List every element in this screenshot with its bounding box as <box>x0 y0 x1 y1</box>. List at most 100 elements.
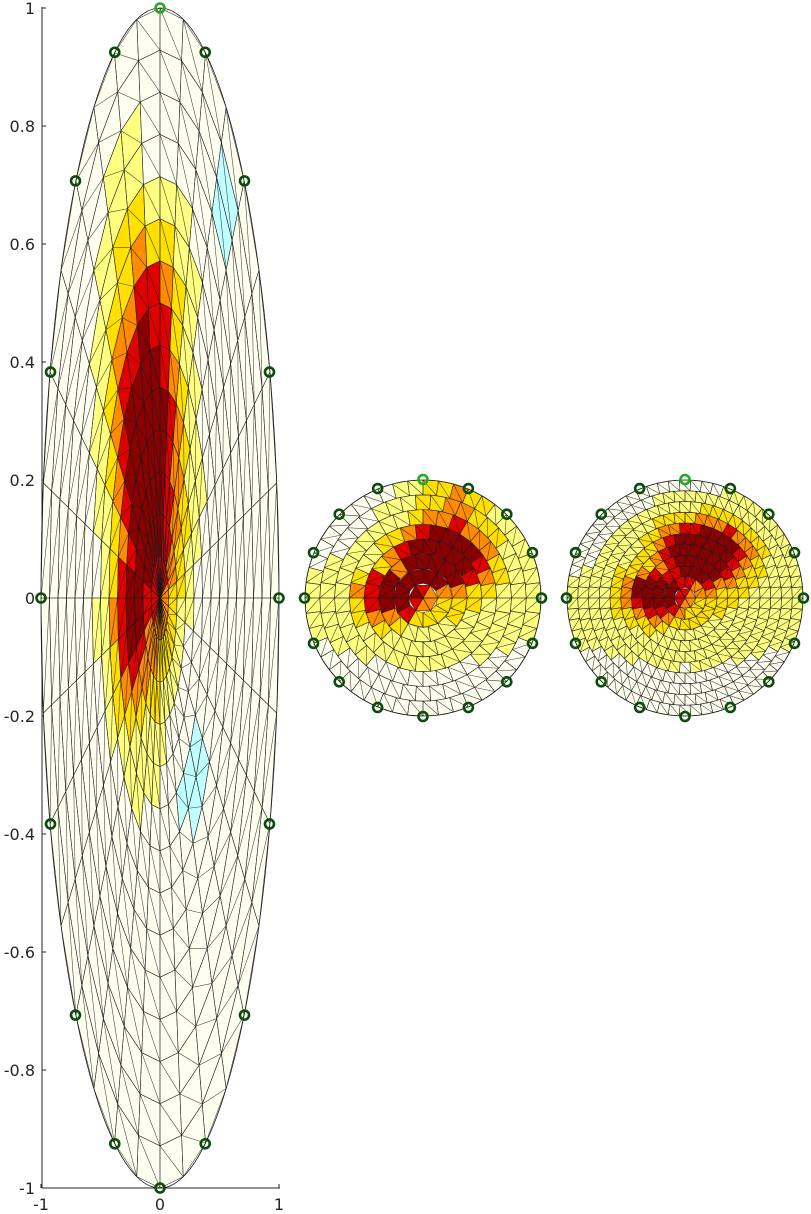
field-cell <box>131 668 142 718</box>
field-cell <box>99 247 118 330</box>
mesh-diagonal <box>202 91 217 178</box>
mesh-diagonal <box>244 507 252 599</box>
field-cell <box>423 610 438 628</box>
mesh-diagonal <box>178 1052 200 1066</box>
field-cell <box>117 60 141 131</box>
mesh-diagonal <box>422 538 435 556</box>
circle-fine-mesh <box>567 480 803 716</box>
mesh-diagonal <box>586 549 602 555</box>
field-cell <box>423 539 439 556</box>
electrode-marker <box>307 637 320 650</box>
mesh-diagonal <box>730 657 746 659</box>
mesh-diagonal <box>347 647 351 669</box>
field-cell <box>428 623 446 642</box>
mesh-diagonal <box>81 985 95 1089</box>
mesh-diagonal <box>663 560 677 568</box>
mesh-diagonal <box>378 587 396 599</box>
mesh-diagonal <box>381 578 401 584</box>
mesh-diagonal <box>181 60 200 131</box>
mesh-diagonal <box>187 448 191 505</box>
field-cell <box>136 630 146 669</box>
field-cell <box>381 608 401 627</box>
field-cell <box>174 948 193 1012</box>
field-cell <box>196 738 210 807</box>
field-cell <box>704 515 718 529</box>
mesh-diagonal <box>173 508 179 552</box>
field-cell <box>108 948 128 1027</box>
field-cell <box>646 699 660 713</box>
mesh-diagonal <box>592 523 608 526</box>
field-cell <box>641 686 656 701</box>
field-cell <box>150 633 157 676</box>
mesh-diagonal <box>666 586 680 589</box>
mesh-diagonal <box>480 597 497 611</box>
mesh-diagonal <box>738 586 749 599</box>
mesh-diagonal <box>582 617 591 632</box>
mesh-diagonal <box>776 554 784 569</box>
field-cell <box>366 609 385 628</box>
mesh-diagonal <box>171 887 187 910</box>
mesh-diagonal <box>355 610 366 629</box>
field-cell <box>621 575 635 589</box>
field-cell <box>435 510 454 529</box>
mesh-diagonal <box>736 666 752 669</box>
mesh-diagonal <box>470 627 491 633</box>
mesh-diagonal <box>768 534 773 550</box>
y-tick-label: 0.6 <box>10 235 35 254</box>
mesh-diagonal <box>219 299 224 388</box>
mesh-diagonal <box>140 738 145 793</box>
mesh-diagonal <box>622 685 627 701</box>
mesh-diagonal <box>665 670 675 684</box>
field-cell <box>351 679 372 701</box>
field-cell <box>192 169 212 248</box>
field-cell <box>126 808 141 871</box>
mesh-diagonal <box>694 693 708 704</box>
field-cell <box>110 389 124 458</box>
mesh-diagonal <box>358 517 379 522</box>
mesh-diagonal <box>746 565 753 580</box>
mesh-diagonal <box>476 613 496 623</box>
circle-coarse-electrodes <box>298 473 548 723</box>
mesh-diagonal <box>437 623 457 627</box>
field-cell <box>160 513 164 557</box>
electrode-marker <box>238 175 251 187</box>
mesh-diagonal <box>694 650 708 659</box>
field-cell <box>726 556 741 572</box>
field-cell <box>392 697 410 715</box>
mesh-diagonal <box>320 534 342 540</box>
mesh-diagonal <box>230 775 247 833</box>
field-cell <box>193 317 209 390</box>
mesh-diagonal <box>756 641 772 646</box>
mesh-diagonal <box>126 597 135 631</box>
mesh-diagonal <box>159 218 174 268</box>
field-cell <box>350 568 370 586</box>
mesh-diagonal <box>768 641 784 647</box>
field-cell <box>175 614 186 647</box>
field-cell <box>184 449 196 505</box>
field-cell <box>504 649 526 670</box>
mesh-diagonal <box>450 569 458 588</box>
field-cell <box>445 608 465 627</box>
mesh-diagonal <box>59 597 67 697</box>
mesh-diagonal <box>175 622 186 631</box>
mesh-diagonal <box>117 448 131 458</box>
mesh-diagonal <box>378 521 398 529</box>
field-cell <box>103 983 125 1066</box>
field-cell <box>141 1011 160 1062</box>
mesh-diagonal <box>93 485 106 533</box>
field-cell <box>192 948 212 1027</box>
field-cell <box>174 630 184 669</box>
mesh-diagonal <box>159 92 179 144</box>
field-cell <box>334 582 351 598</box>
mesh-diagonal <box>104 457 118 486</box>
field-cell <box>197 836 215 914</box>
mesh-diagonal <box>430 524 442 543</box>
mesh-diagonal <box>367 667 372 688</box>
mesh-diagonal <box>96 359 113 388</box>
field-cell <box>147 527 156 569</box>
field-cell <box>693 625 707 640</box>
mesh-diagonal <box>647 662 653 678</box>
mesh-diagonal <box>656 667 664 682</box>
mesh-diagonal <box>408 572 424 584</box>
mesh-diagonal <box>492 613 511 624</box>
